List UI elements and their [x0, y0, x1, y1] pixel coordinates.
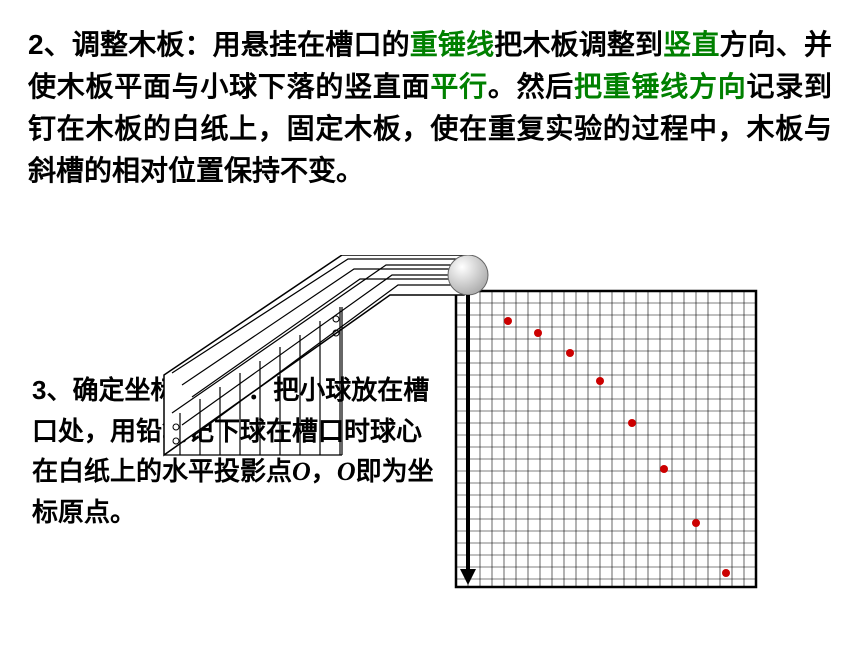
experiment-diagram — [130, 255, 850, 590]
p1-hl4: 把重锤线方向 — [574, 71, 746, 102]
p1-hl3: 平行 — [430, 71, 487, 102]
paragraph-step-2: 2、调整木板：用悬挂在槽口的重锤线把木板调整到竖直方向、并使木板平面与小球下落的… — [28, 24, 832, 192]
p1-prefix: 2、调整木板：用悬挂在槽口的 — [28, 29, 410, 60]
p1-hl2: 竖直 — [663, 29, 719, 60]
p1-hl1: 重锤线 — [410, 29, 494, 60]
p1-t1: 把木板调整到 — [494, 29, 663, 60]
p1-t3: 。然后 — [488, 71, 574, 102]
